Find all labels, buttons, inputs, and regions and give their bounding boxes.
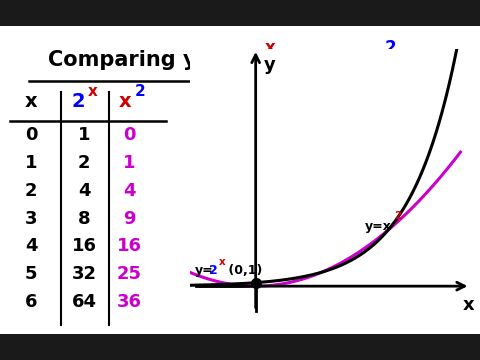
- Text: 36: 36: [117, 293, 142, 311]
- Text: x: x: [372, 50, 385, 70]
- Text: x: x: [119, 92, 131, 111]
- Text: 2: 2: [78, 154, 90, 172]
- Text: and  y =: and y =: [275, 50, 386, 70]
- Text: (0,1): (0,1): [224, 264, 263, 277]
- Text: 3: 3: [25, 210, 37, 228]
- Text: 2: 2: [72, 92, 85, 111]
- Text: 1: 1: [78, 126, 90, 144]
- Text: 25: 25: [117, 265, 142, 283]
- Text: 32: 32: [72, 265, 96, 283]
- Text: 9: 9: [123, 210, 136, 228]
- Text: 16: 16: [117, 237, 142, 255]
- Text: 0: 0: [123, 126, 136, 144]
- Text: 2: 2: [395, 211, 402, 221]
- Text: 1: 1: [25, 154, 37, 172]
- Text: 2: 2: [209, 264, 218, 277]
- Text: x: x: [25, 92, 37, 111]
- Text: 2: 2: [25, 182, 37, 200]
- Text: 8: 8: [78, 210, 90, 228]
- Text: 16: 16: [72, 237, 96, 255]
- Text: x: x: [463, 296, 475, 314]
- Text: 1: 1: [123, 154, 136, 172]
- Text: Comparing y =: Comparing y =: [48, 50, 228, 70]
- Text: x: x: [264, 39, 275, 57]
- Text: 2: 2: [251, 50, 265, 70]
- Text: 4: 4: [78, 182, 90, 200]
- Text: 2: 2: [385, 39, 396, 57]
- Text: x: x: [88, 84, 97, 99]
- Text: 0: 0: [25, 126, 37, 144]
- Text: 4: 4: [25, 237, 37, 255]
- Text: y=x: y=x: [365, 220, 392, 233]
- Text: 5: 5: [25, 265, 37, 283]
- Text: 6: 6: [25, 293, 37, 311]
- Text: y=: y=: [194, 264, 213, 277]
- Text: 64: 64: [72, 293, 96, 311]
- Text: y: y: [264, 56, 276, 74]
- Text: 2: 2: [135, 84, 145, 99]
- Text: x: x: [219, 257, 226, 267]
- Text: 4: 4: [123, 182, 136, 200]
